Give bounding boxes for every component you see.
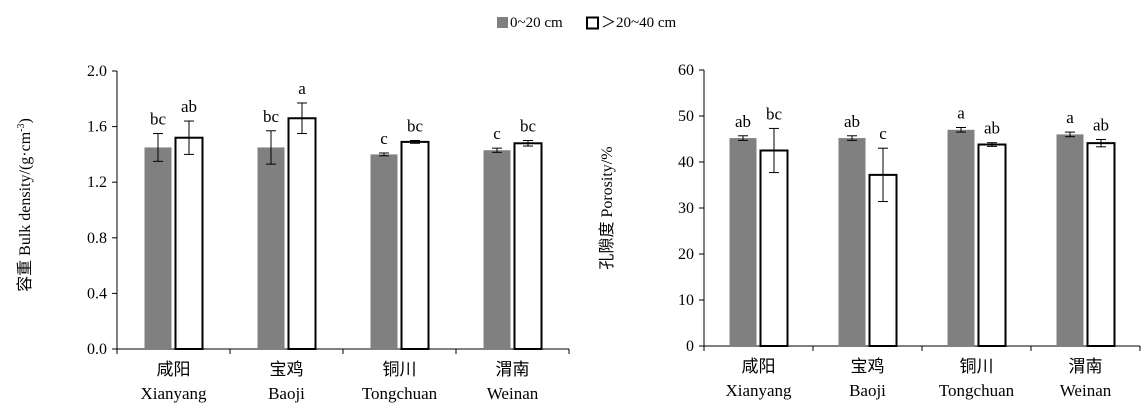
y-tick-label: 10 <box>678 292 694 309</box>
y-tick-label: 1.6 <box>87 119 107 136</box>
x-label-tongchuan-cn: 铜川 <box>960 357 994 376</box>
y-tick-label: 30 <box>678 200 694 217</box>
sig-letter: bc <box>520 117 537 136</box>
bulk-density-chart: 0.0 0.4 0.8 1.2 1.6 2.0 容重 Bulk density/(g·cm-… <box>16 63 570 403</box>
x-label-xianyang-en: Xianyang <box>140 384 207 403</box>
porosity-chart: 0 10 20 30 40 50 60 孔隙度 Porosity/% 咸阳 Xianyang 宝鸡 B… <box>598 62 1141 400</box>
legend-swatch-hollow <box>586 16 599 30</box>
y-axis-title-sup: -3 <box>16 123 27 131</box>
x-label-baoji-en: Baoji <box>268 384 305 403</box>
y-tick-label: 1.2 <box>87 174 107 191</box>
bar-0-20-weinan <box>1056 134 1084 346</box>
sig-letter: bc <box>766 104 783 123</box>
legend: 0~20 cm ＞20~40 cm <box>497 15 677 31</box>
sig-letter: a <box>1066 108 1074 127</box>
y-axis-title-text: 孔隙度 Porosity/% <box>598 146 616 269</box>
x-label-weinan-en: Weinan <box>1060 381 1112 400</box>
bar-0-20-baoji <box>838 138 866 346</box>
y-tick-label: 2.0 <box>87 63 107 80</box>
bar-20-40-xianyang <box>174 136 204 350</box>
sig-letter: ab <box>181 97 197 116</box>
x-label-xianyang-en: Xianyang <box>725 381 792 400</box>
sig-letter: bc <box>263 107 280 126</box>
bar-20-40-tongchuan <box>400 140 430 350</box>
y-axis-title: 孔隙度 Porosity/% <box>598 146 616 269</box>
sig-letter: c <box>493 124 501 143</box>
x-label-baoji-en: Baoji <box>849 381 886 400</box>
bar-0-20-xianyang <box>144 147 172 349</box>
sig-letter: a <box>298 79 306 98</box>
sig-letter: ab <box>1093 115 1109 134</box>
bar-0-20-weinan <box>483 150 511 349</box>
legend-swatch-filled <box>497 17 508 28</box>
bar-20-40-tongchuan <box>977 143 1007 347</box>
x-label-tongchuan-en: Tongchuan <box>362 384 438 403</box>
bar-0-20-tongchuan <box>370 154 398 349</box>
sig-letter: bc <box>150 110 167 129</box>
y-tick-label: 20 <box>678 246 694 263</box>
bar-20-40-weinan <box>1086 142 1116 347</box>
x-label-baoji-cn: 宝鸡 <box>270 360 304 379</box>
y-axis-title-text: 容重 Bulk density/(g·cm <box>16 131 34 292</box>
x-label-tongchuan-cn: 铜川 <box>383 360 417 379</box>
x-label-xianyang-cn: 咸阳 <box>157 360 191 379</box>
sig-letter: c <box>879 124 887 143</box>
y-axis-title-close: ) <box>17 118 34 123</box>
sig-letter: c <box>380 129 388 148</box>
sig-letter: bc <box>407 117 424 136</box>
sig-letter: a <box>957 104 965 123</box>
bar-20-40-baoji <box>287 117 317 351</box>
x-label-tongchuan-en: Tongchuan <box>939 381 1015 400</box>
x-label-baoji-cn: 宝鸡 <box>851 357 885 376</box>
sig-letter: ab <box>984 119 1000 138</box>
bar-0-20-xianyang <box>729 138 757 346</box>
x-label-weinan-cn: 渭南 <box>1069 357 1103 376</box>
x-label-weinan-cn: 渭南 <box>496 360 530 379</box>
y-axis-title: 容重 Bulk density/(g·cm-3) <box>16 118 34 292</box>
bar-0-20-baoji <box>257 147 285 349</box>
sig-letter: ab <box>735 112 751 131</box>
x-label-weinan-en: Weinan <box>487 384 539 403</box>
y-tick-label: 40 <box>678 154 694 171</box>
y-tick-label: 0.0 <box>87 341 107 358</box>
legend-label-20-40: ＞20~40 cm <box>601 15 677 31</box>
sig-letter: ab <box>844 112 860 131</box>
bar-20-40-baoji <box>868 173 898 347</box>
y-tick-label: 0 <box>686 338 694 355</box>
bar-20-40-weinan <box>513 142 543 350</box>
bar-0-20-tongchuan <box>947 129 975 346</box>
legend-label-0-20: 0~20 cm <box>510 15 563 31</box>
y-tick-label: 0.4 <box>87 285 107 302</box>
y-tick-label: 60 <box>678 62 694 79</box>
y-tick-label: 50 <box>678 108 694 125</box>
y-tick-label: 0.8 <box>87 230 107 247</box>
x-label-xianyang-cn: 咸阳 <box>742 357 776 376</box>
bar-20-40-xianyang <box>759 149 789 347</box>
